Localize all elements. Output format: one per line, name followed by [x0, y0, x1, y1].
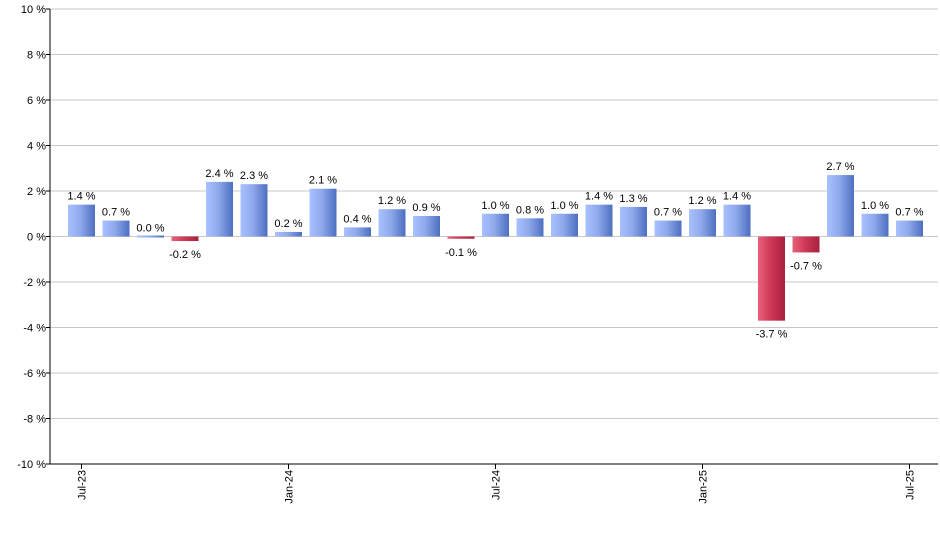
x-tick-label: Jan-24 — [284, 470, 296, 504]
data-label: 1.3 % — [619, 193, 647, 205]
y-tick-label: -8 % — [23, 414, 46, 426]
bar — [896, 220, 923, 237]
data-label: 1.0 % — [481, 200, 509, 212]
bar — [723, 204, 751, 237]
bar — [137, 235, 164, 238]
y-tick-label: 10 % — [21, 4, 46, 16]
y-tick-label: 0 % — [27, 232, 46, 244]
x-tick-label: Jul-24 — [491, 470, 503, 500]
bar — [585, 204, 613, 237]
y-tick-label: 8 % — [27, 50, 46, 62]
bar — [792, 236, 820, 253]
data-label: 2.1 % — [309, 175, 337, 187]
data-label: -3.7 % — [756, 329, 788, 341]
y-tick-label: -2 % — [23, 277, 46, 289]
bar — [378, 209, 406, 237]
data-label: 0.0 % — [136, 223, 164, 235]
bar — [620, 206, 647, 237]
y-tick-label: 4 % — [27, 141, 46, 153]
x-axis-ticks: Jul-23 Jan-24 Jul-24 Jan-25 Jul-25 — [77, 464, 917, 504]
data-label: 0.8 % — [516, 204, 544, 216]
data-label: 0.7 % — [102, 207, 130, 219]
y-tick-label: -10 % — [17, 459, 46, 471]
axes — [49, 9, 938, 465]
data-label: 0.4 % — [343, 213, 371, 225]
bar — [206, 181, 233, 237]
bar — [171, 236, 199, 242]
bars — [68, 175, 923, 321]
bar — [102, 220, 130, 237]
data-label: 1.0 % — [861, 200, 889, 212]
bar — [654, 220, 682, 237]
data-label: 2.7 % — [826, 161, 854, 173]
bar — [68, 204, 95, 237]
data-labels: 1.4 % 0.7 % 0.0 % -0.2 % 2.4 % 2.3 % 0.2 % 2.1 … — [67, 161, 923, 341]
data-label: 1.2 % — [688, 195, 716, 207]
data-label: 0.9 % — [412, 202, 440, 214]
data-label: 1.2 % — [378, 195, 406, 207]
bar — [309, 188, 337, 237]
x-tick-label: Jul-25 — [905, 470, 917, 500]
bar — [689, 209, 716, 237]
data-label: 1.4 % — [723, 191, 751, 203]
bar — [413, 216, 440, 237]
data-label: 2.4 % — [205, 168, 233, 180]
bar — [275, 231, 302, 237]
data-label: 1.0 % — [550, 200, 578, 212]
data-label: 1.4 % — [67, 191, 95, 203]
data-label: 0.2 % — [274, 218, 302, 230]
bar — [551, 213, 578, 237]
bar — [827, 175, 854, 237]
bar — [516, 218, 544, 237]
data-label: 1.4 % — [585, 191, 613, 203]
y-axis-ticks: 10 % 8 % 6 % 4 % 2 % 0 % -2 % -4 % -6 % -8 % -10 % — [17, 4, 50, 471]
bar — [240, 184, 268, 237]
y-tick-label: -4 % — [23, 323, 46, 335]
x-tick-label: Jan-25 — [698, 470, 710, 504]
x-tick-label: Jul-23 — [77, 470, 89, 500]
y-tick-label: -6 % — [23, 368, 46, 380]
data-label: -0.2 % — [169, 249, 201, 261]
y-tick-label: 6 % — [27, 95, 46, 107]
bar — [447, 236, 475, 239]
bar — [344, 227, 371, 237]
data-label: 2.3 % — [240, 170, 268, 182]
data-label: -0.1 % — [445, 247, 477, 259]
data-label: -0.7 % — [790, 260, 822, 272]
data-label: 0.7 % — [654, 207, 682, 219]
bar — [758, 236, 785, 321]
bar — [482, 213, 509, 237]
data-label: 0.7 % — [895, 207, 923, 219]
y-tick-label: 2 % — [27, 186, 46, 198]
bar — [861, 213, 889, 237]
